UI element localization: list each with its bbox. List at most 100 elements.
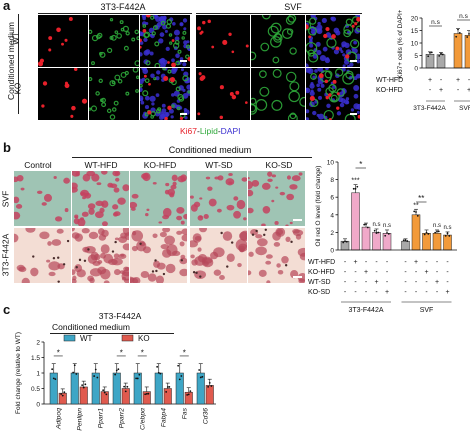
lipid-droplet [175, 60, 181, 66]
microscopy-tile [306, 68, 360, 120]
lipid-droplet [182, 30, 187, 35]
gene-expression-bar-chart: 0 0.5 1 1.5 2 Fold change (relative to WT) WT K… [15, 332, 216, 431]
microscopy-tile [38, 15, 88, 67]
condition-sign: + [445, 289, 449, 296]
cell-nucleus [220, 231, 223, 235]
lipid-stain [190, 204, 198, 212]
data-point [457, 28, 459, 31]
lipid-stain [262, 205, 271, 214]
y-tick-label: 2 [36, 340, 40, 347]
lipid-stain [298, 172, 303, 176]
dapi-nucleus [320, 83, 325, 88]
ki67-nucleus [143, 74, 147, 78]
data-point [415, 211, 417, 213]
dapi-nucleus [313, 16, 318, 21]
panel-a-label: a [3, 0, 11, 13]
lipid-droplet [167, 69, 172, 74]
data-point [425, 231, 428, 234]
image-background [251, 68, 305, 120]
bar [401, 240, 410, 251]
ki67-nucleus [64, 38, 68, 42]
lipid-stain [258, 269, 267, 277]
bar [453, 33, 463, 69]
data-point [466, 36, 469, 38]
lipid-stain [131, 193, 139, 199]
condition-sign: + [414, 259, 418, 266]
condition-row-label: KO-HFD [308, 269, 335, 276]
ki67-nucleus [211, 45, 215, 49]
lipid-droplet [110, 34, 117, 41]
dapi-nucleus [172, 21, 176, 26]
dapi-nucleus [168, 108, 174, 114]
bar [163, 388, 172, 405]
lipid-stain [164, 235, 176, 246]
condition-sign: - [446, 269, 449, 276]
dapi-nucleus [184, 116, 188, 120]
condition-sign: - [425, 279, 428, 286]
lipid-stain [140, 270, 150, 279]
data-point [84, 383, 87, 386]
condition-sign: + [435, 279, 439, 286]
data-point [386, 232, 388, 234]
cell-nucleus [111, 250, 115, 253]
condition-sign: + [374, 279, 378, 286]
dapi-nucleus [326, 103, 331, 108]
lipid-droplet [125, 91, 130, 96]
data-point [115, 369, 118, 372]
dapi-nucleus [342, 53, 346, 57]
scale-bar [350, 113, 357, 115]
panel-a-header-1: 3T3-F442A [100, 2, 146, 12]
data-point [144, 393, 147, 396]
bar [100, 391, 109, 405]
significance-label: n.s [372, 222, 380, 228]
lipid-droplet [111, 80, 116, 85]
microscopy-tile [306, 15, 360, 67]
dapi-nucleus [341, 44, 345, 48]
lipid-stain [276, 263, 281, 268]
bar [425, 54, 435, 69]
lipid-droplet [270, 36, 282, 48]
panel-b-header-line [72, 157, 312, 158]
lipid-stain [236, 199, 246, 210]
lipid-droplet [150, 15, 155, 20]
ki67-nucleus [148, 82, 151, 86]
lipid-stain [216, 208, 222, 213]
lipid-stain [285, 236, 291, 242]
lipid-stain [208, 198, 217, 207]
lipid-stain [180, 254, 186, 260]
dapi-nucleus [309, 83, 315, 89]
data-point [201, 375, 204, 378]
lipid-stain [256, 238, 268, 247]
microscopy-tile [251, 15, 305, 67]
panel-b-header: Conditioned medium [168, 145, 252, 155]
ki67-nucleus [42, 81, 48, 86]
bar [372, 232, 381, 251]
lipid-droplet [114, 30, 119, 35]
dapi-nucleus [317, 21, 321, 26]
dapi-nucleus [158, 59, 164, 64]
lipid-stain [122, 269, 129, 277]
dapi-nucleus [312, 75, 316, 80]
lipid-stain [191, 259, 198, 266]
dapi-nucleus [356, 110, 360, 114]
lipid-droplet [336, 88, 345, 97]
lipid-stain [88, 231, 99, 240]
lipid-droplet [350, 39, 360, 49]
lipid-stain [228, 181, 233, 185]
y-tick-label: 8 [330, 177, 334, 184]
lipid-stain [265, 254, 273, 259]
lipid-stain [181, 228, 187, 235]
lipid-droplet [260, 42, 270, 52]
data-point [342, 241, 345, 244]
lipid-stain [30, 267, 39, 277]
data-point [406, 240, 409, 242]
oil-red-image [14, 228, 71, 283]
dapi-nucleus [141, 77, 146, 82]
ki67-nucleus [171, 39, 175, 42]
oil-red-tile [130, 171, 187, 226]
ki67-nucleus [163, 75, 169, 81]
microscopy-image [306, 68, 360, 120]
lipid-stain [248, 270, 252, 276]
bar [436, 54, 446, 69]
lipid-stain [202, 257, 214, 268]
